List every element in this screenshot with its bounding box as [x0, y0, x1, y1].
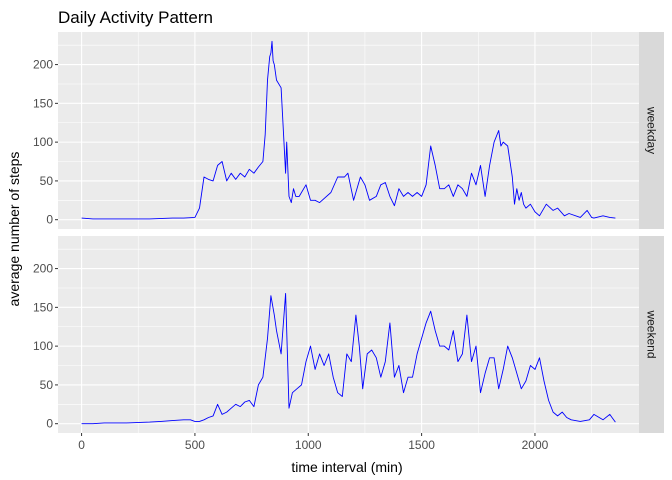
x-tick-label: 0	[78, 438, 85, 452]
chart-title: Daily Activity Pattern	[58, 8, 213, 27]
x-axis-title: time interval (min)	[291, 459, 402, 475]
series-line-weekday	[81, 40, 616, 220]
panel-2-strip-label: weekend	[645, 309, 659, 358]
panel-2-strip	[639, 236, 664, 433]
panel-2-y-tick-label: 100	[33, 339, 53, 353]
panel-1-y-tick-label: 200	[33, 58, 53, 72]
facet-panels: 0 50 100 150 200 weekday 0 50 100 150 200 weekend 0 5…	[33, 32, 664, 452]
series-line-weekend	[81, 292, 616, 425]
x-tick-label: 2000	[522, 438, 549, 452]
panel-1-y-tick-label: 100	[33, 135, 53, 149]
panel-1-background	[58, 32, 639, 229]
y-axis-title: average number of steps	[6, 152, 22, 307]
panel-1-y-tick-label: 50	[40, 174, 54, 188]
x-tick-label: 1500	[408, 438, 435, 452]
x-tick-label: 500	[185, 438, 205, 452]
panel-2-y-tick-label: 200	[33, 262, 53, 276]
panel-1-strip-label: weekday	[645, 106, 659, 154]
panel-1-y-tick-label: 150	[33, 96, 53, 110]
panel-2-background	[58, 236, 639, 433]
panel-2-y-tick-label: 50	[40, 378, 54, 392]
panel-1-strip	[639, 32, 664, 229]
panel-2-y-tick-label: 0	[46, 417, 53, 431]
panel-2-y-tick-label: 150	[33, 300, 53, 314]
panel-1-y-tick-label: 0	[46, 213, 53, 227]
x-tick-label: 1000	[295, 438, 322, 452]
